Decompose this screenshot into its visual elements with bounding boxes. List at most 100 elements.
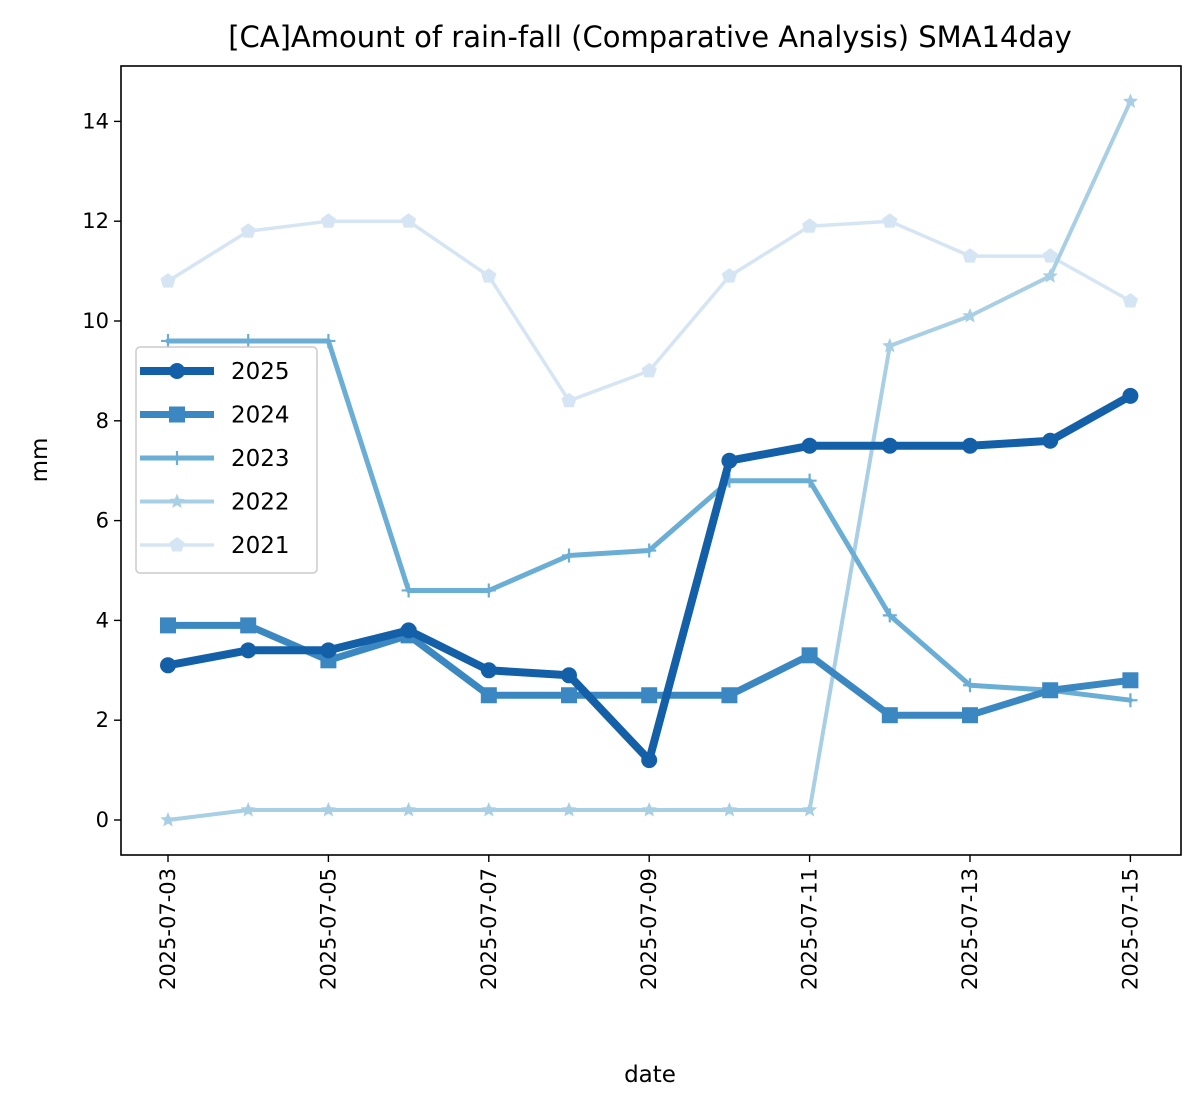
data-point-2025 [641,752,658,769]
data-point-2023 [161,333,175,348]
y-tick-label: 14 [82,109,109,133]
legend-marker-2025 [169,363,185,379]
data-point-2025 [881,437,898,454]
data-point-2022 [160,812,176,827]
data-point-2025 [240,642,257,659]
data-point-2021 [962,248,978,263]
data-point-2024 [240,617,257,634]
data-point-2022 [802,802,818,817]
plot-area: 0 2 4 6 8 10 12 14 2025-07-03 2025-07-05 2025-07-0… [82,65,1182,990]
x-tick-label: 2025-07-11 [798,868,822,990]
data-point-2025 [320,642,337,659]
data-point-2025 [962,437,978,454]
data-point-2024 [801,647,818,664]
chart-title: [CA]Amount of rain-fall (Comparative Ana… [228,20,1072,54]
data-point-2024 [1122,672,1139,689]
data-point-2023 [642,543,657,558]
y-tick-label: 2 [96,708,109,732]
data-point-2025 [400,622,417,639]
series-2024 [160,617,1139,724]
data-point-2022 [721,802,737,817]
data-point-2024 [160,617,176,634]
data-point-2022 [641,802,657,817]
data-point-2022 [240,802,256,817]
data-point-2021 [561,392,577,408]
data-point-2024 [480,687,497,704]
data-point-2023 [241,333,256,348]
series-2022 [160,93,1138,827]
data-point-2021 [320,213,336,228]
x-tick-label: 2025-07-15 [1118,868,1142,990]
data-point-2021 [1042,248,1058,263]
data-point-2025 [1042,432,1059,449]
y-tick-label: 8 [96,409,109,433]
data-point-2023 [1123,693,1138,708]
data-point-2022 [882,337,898,353]
data-point-2023 [562,548,576,563]
plot-frame [120,65,1182,856]
legend-label-2024: 2024 [231,403,290,429]
x-tick-label: 2025-07-05 [316,868,340,990]
legend-label-2022: 2022 [231,490,290,516]
data-point-2021 [882,213,898,228]
legend: 2025 2024 2023 2022 2021 [135,346,318,574]
data-point-2021 [401,213,417,228]
legend-marker-2023 [170,451,184,465]
series-2023 [161,333,1138,708]
data-point-2023 [321,333,336,348]
x-tick-label: 2025-07-13 [958,868,982,990]
data-point-2021 [160,273,176,288]
x-tick-label: 2025-07-09 [637,868,661,990]
data-point-2021 [240,223,256,238]
data-point-2022 [561,802,577,817]
data-point-2021 [641,362,657,378]
data-point-2021 [802,218,818,233]
x-axis-label: date [624,1062,676,1088]
data-point-2025 [1122,387,1139,404]
data-point-2025 [561,667,577,684]
data-point-2024 [561,687,577,704]
legend-marker-2021 [169,537,185,552]
y-tick-label: 10 [82,309,109,333]
legend-box [135,346,318,574]
data-point-2023 [481,583,496,598]
legend-marker-2022 [169,493,185,508]
data-point-2023 [882,608,897,623]
data-point-2022 [320,802,336,817]
data-point-2025 [160,657,176,674]
data-point-2024 [962,707,978,724]
data-point-2022 [401,802,417,817]
legend-marker-2024 [169,406,185,423]
data-point-2021 [721,268,737,283]
data-point-2024 [721,687,738,704]
data-point-2022 [1042,268,1058,283]
data-point-2025 [801,437,818,454]
data-point-2022 [962,308,978,323]
y-axis-label: mm [27,438,53,483]
data-point-2025 [480,662,497,679]
series-2021 [160,213,1138,408]
x-tick-label: 2025-07-03 [156,868,180,990]
x-tick-label: 2025-07-07 [477,868,501,990]
data-point-2024 [1042,682,1059,699]
legend-label-2023: 2023 [231,446,290,472]
data-point-2022 [1122,93,1138,108]
y-tick-label: 4 [96,608,109,632]
data-point-2023 [802,473,817,488]
y-tick-label: 12 [82,209,109,233]
legend-label-2021: 2021 [231,533,290,559]
series-2025 [160,387,1139,769]
data-point-2024 [881,707,898,724]
y-tick-label: 6 [96,509,109,533]
data-point-2022 [481,802,497,817]
data-point-2024 [641,687,658,704]
y-tick-label: 0 [96,808,109,832]
data-point-2023 [963,678,977,693]
data-point-2021 [481,268,497,283]
legend-label-2025: 2025 [231,359,290,385]
data-point-2021 [1122,293,1138,308]
data-point-2025 [721,452,738,469]
data-point-2023 [401,583,416,598]
